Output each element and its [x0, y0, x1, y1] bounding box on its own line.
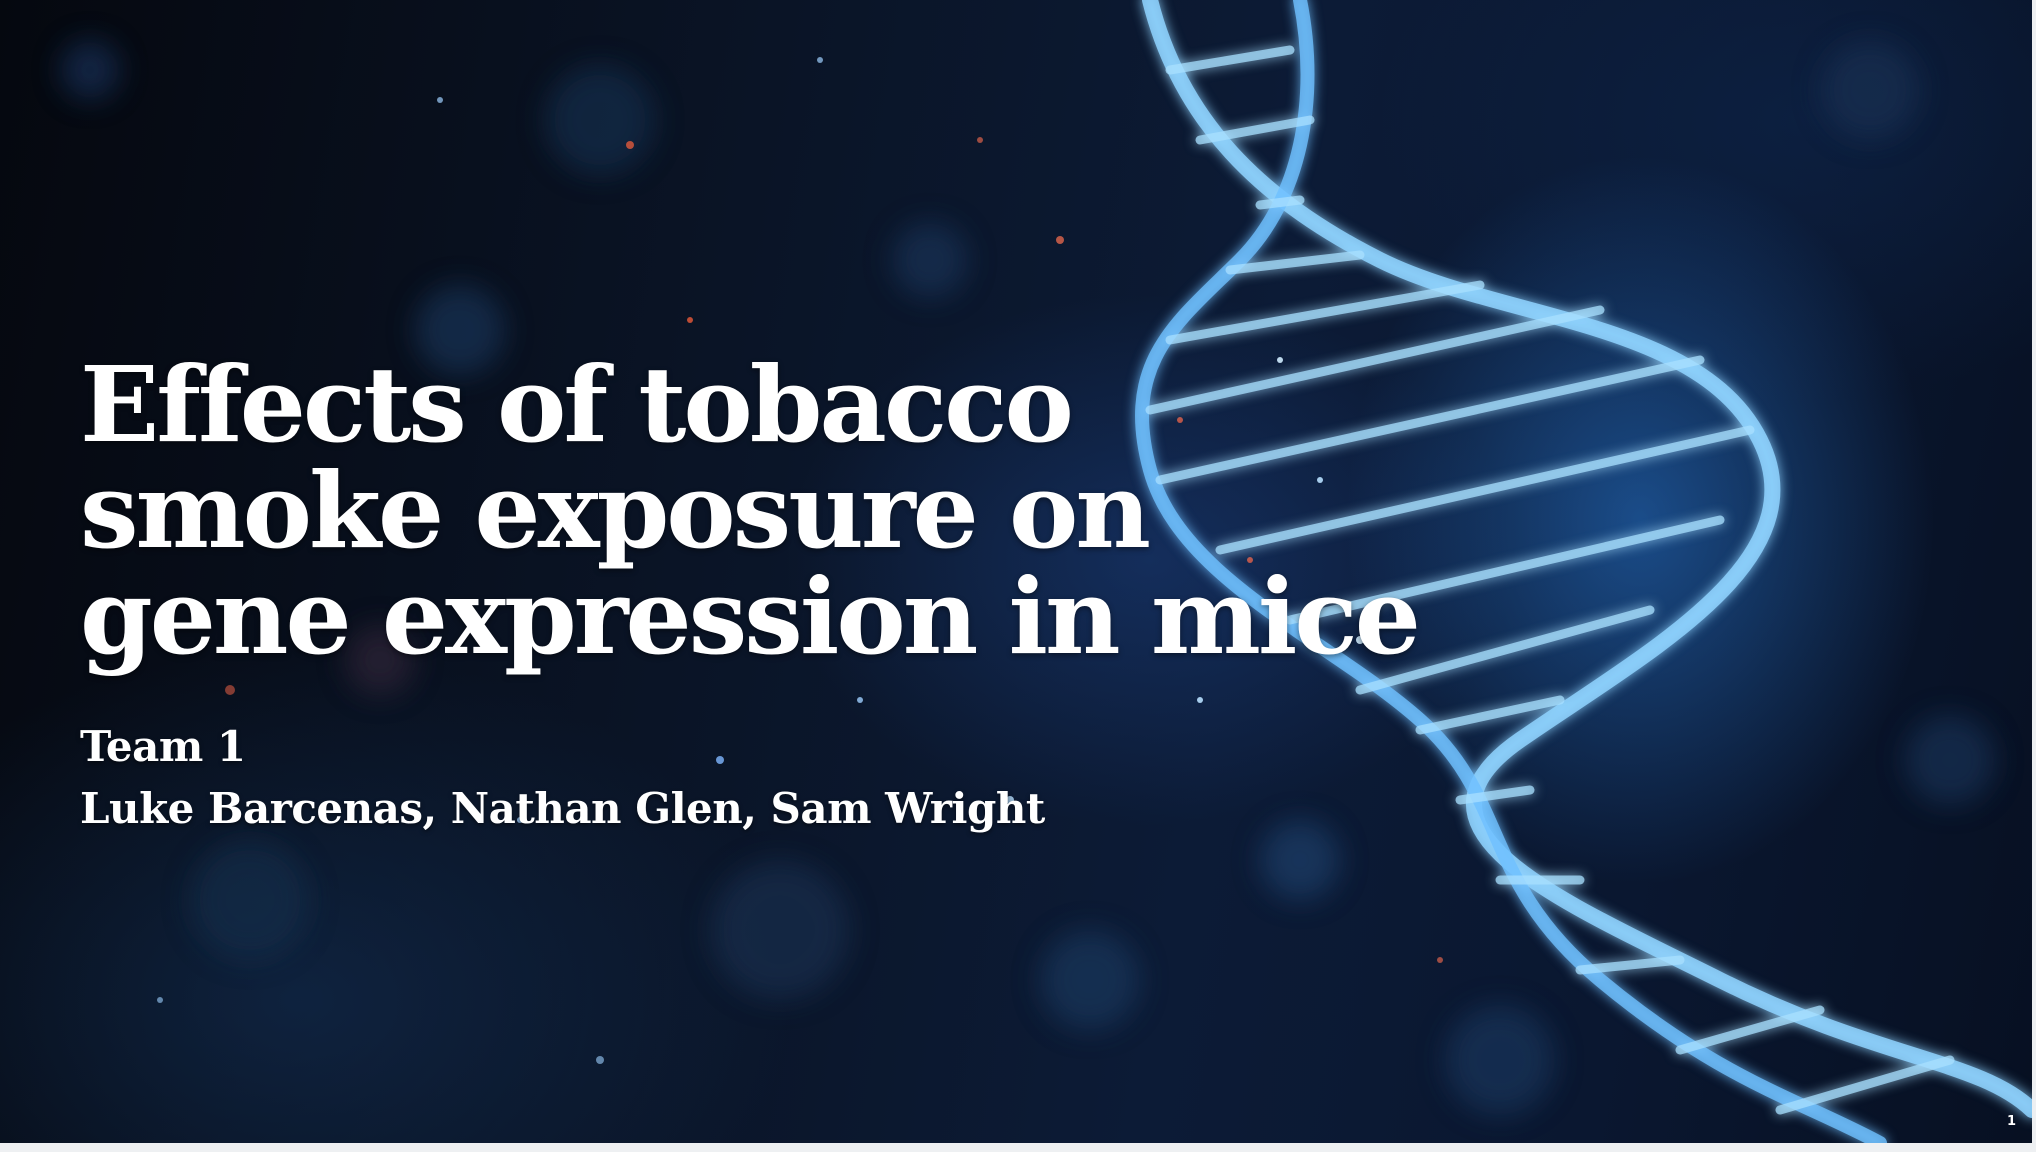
slide-title-line: smoke exposure on	[80, 449, 1151, 572]
slide-title-line: Effects of tobacco	[80, 343, 1074, 466]
sparkle-particles	[157, 57, 1443, 1064]
slide-title: Effects of tobacco smoke exposure on gen…	[80, 352, 1580, 670]
slide-subtitle: Team 1 Luke Barcenas, Nathan Glen, Sam W…	[80, 716, 1045, 840]
slide-number: 1	[2006, 1114, 2016, 1129]
dna-helix	[1135, 0, 2032, 1143]
team-name: Team 1	[80, 722, 246, 771]
slide-title-line: gene expression in mice	[80, 555, 1421, 678]
author-names: Luke Barcenas, Nathan Glen, Sam Wright	[80, 784, 1045, 833]
bokeh-particles	[60, 40, 1995, 1115]
